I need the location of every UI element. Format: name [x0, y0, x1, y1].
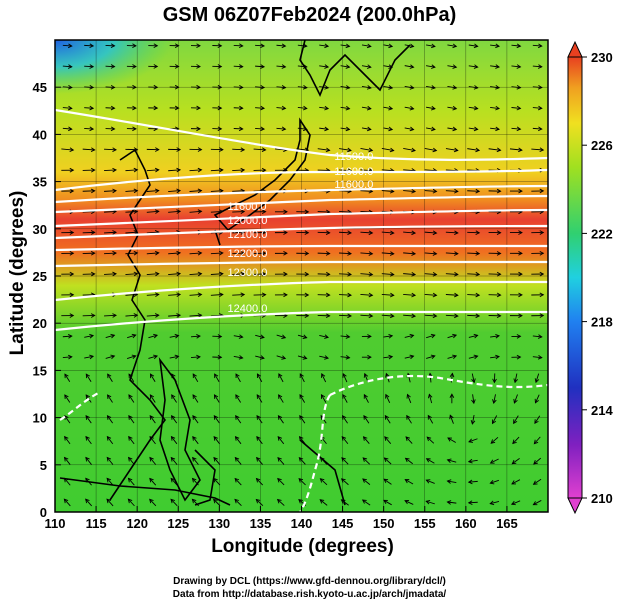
y-tick-label: 0: [40, 505, 47, 520]
contour-label: 11600.0: [228, 201, 267, 213]
y-tick-label: 35: [33, 175, 47, 190]
y-axis-ticks: 0 5 10 15 20 25 30 35 40 45: [33, 80, 61, 520]
colorbar-lower-arrow: [567, 497, 583, 515]
x-tick-label: 165: [496, 516, 518, 531]
credit-drawing: Drawing by DCL (https://www.gfd-dennou.o…: [173, 576, 446, 587]
colorbar-tick-label: 222: [591, 226, 613, 241]
y-tick-label: 15: [33, 363, 47, 378]
y-tick-label: 40: [33, 127, 47, 142]
contour-label: 11600.0: [334, 179, 373, 191]
contour-labels: 11500.011600.011600.011600.012000.012100…: [228, 151, 374, 315]
y-tick-label: 45: [33, 80, 47, 95]
colorbar-tick-label: 230: [591, 50, 613, 65]
colorbar-tick-label: 226: [591, 138, 613, 153]
y-tick-label: 30: [33, 222, 47, 237]
colorbar-tick-label: 214: [591, 403, 613, 418]
x-tick-label: 135: [250, 516, 272, 531]
colorbar-upper-arrow: [567, 40, 583, 58]
grid-lines: [54, 39, 549, 513]
x-tick-label: 160: [455, 516, 477, 531]
x-tick-label: 115: [86, 516, 107, 531]
y-tick-label: 25: [33, 269, 47, 284]
credit-data-source: Data from http://database.rish.kyoto-u.a…: [172, 589, 447, 600]
y-tick-label: 20: [33, 316, 47, 331]
contour-label: 11600.0: [334, 166, 373, 178]
x-tick-label: 150: [373, 516, 395, 531]
colorbar-tick-label: 218: [591, 315, 613, 330]
height-contours: [55, 108, 548, 512]
x-tick-label: 130: [208, 516, 230, 531]
contour-label: 11500.0: [334, 151, 373, 163]
x-tick-label: 120: [126, 516, 148, 531]
x-tick-label: 145: [332, 516, 354, 531]
x-tick-label: 155: [414, 516, 436, 531]
chart-title: GSM 06Z07Feb2024 (200.0hPa): [162, 4, 457, 26]
y-axis-label: Latitude (degrees): [7, 190, 28, 356]
x-axis-ticks: 110 115 120 125 130 135 140 145 150 155 160 165: [45, 506, 518, 531]
x-tick-label: 140: [291, 516, 313, 531]
x-tick-label: 125: [167, 516, 189, 531]
x-tick-label: 110: [45, 516, 66, 531]
y-tick-label: 10: [33, 411, 47, 426]
colorbar-tick-label: 210: [591, 491, 613, 506]
contour-label: 12100.0: [228, 229, 268, 241]
contour-label: 12300.0: [228, 267, 268, 279]
colorbar: 230 226 222 218 214 210: [567, 40, 613, 515]
contour-label: 12000.0: [228, 215, 268, 227]
y-tick-label: 5: [40, 458, 47, 473]
contour-label: 12400.0: [228, 303, 268, 315]
contour-label: 12200.0: [228, 248, 268, 260]
x-axis-label: Longitude (degrees): [211, 536, 394, 557]
wind-vectors: [61, 43, 545, 507]
